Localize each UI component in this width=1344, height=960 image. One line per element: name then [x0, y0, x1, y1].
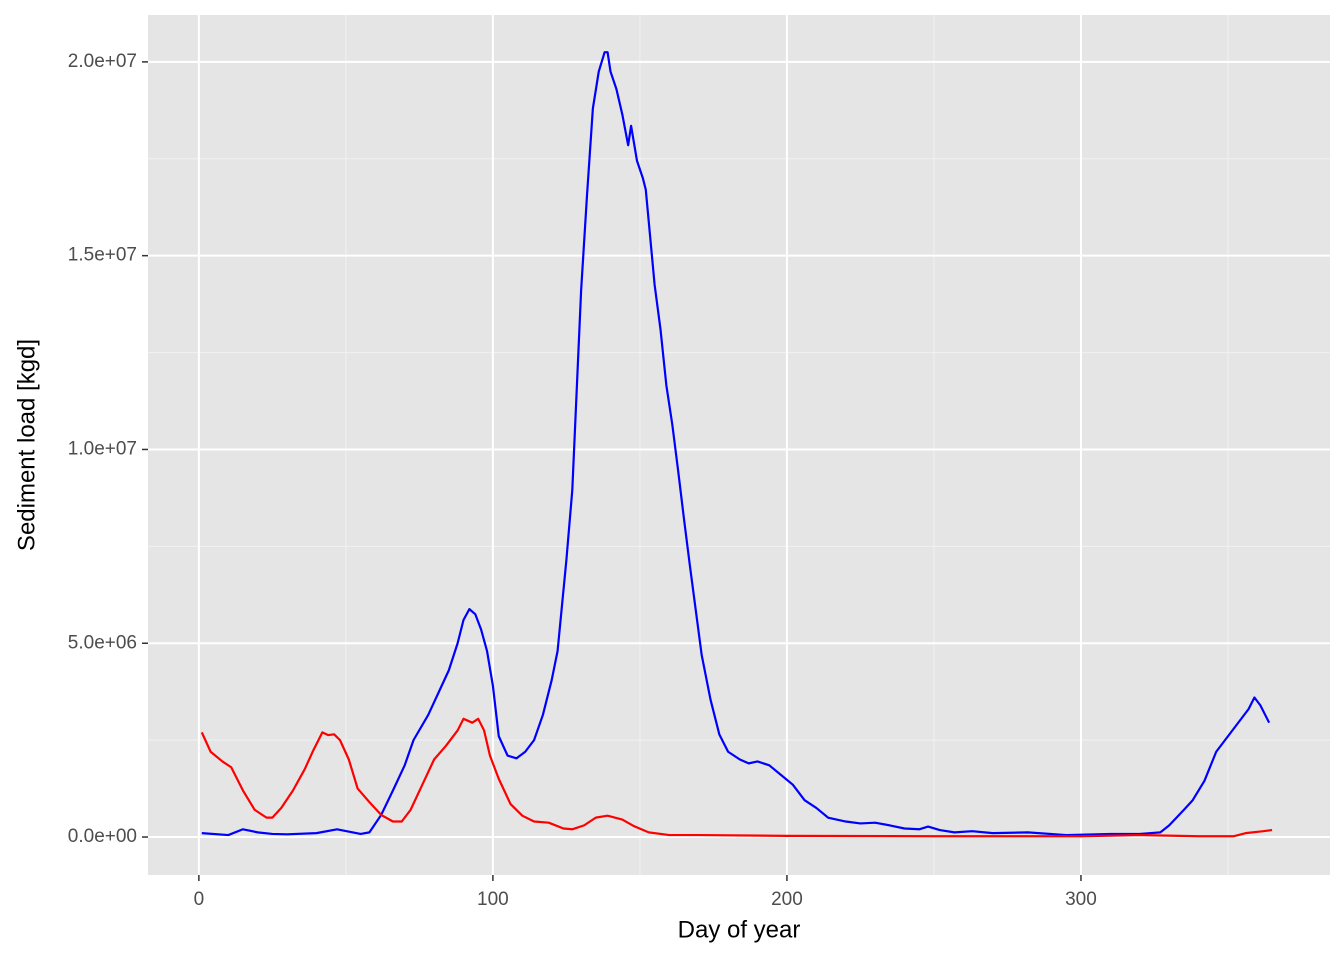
y-tick-label: 1.0e+07 — [68, 438, 137, 459]
y-tick-label: 1.5e+07 — [68, 245, 137, 266]
plot-background — [148, 15, 1330, 875]
data-line — [201, 51, 1271, 837]
x-tick-label: 0 — [194, 889, 205, 910]
y-tick-label: 2.0e+07 — [68, 51, 137, 72]
data-line — [200, 717, 1273, 838]
y-tick-label: 5.0e+06 — [68, 632, 137, 653]
x-tick-label: 200 — [771, 889, 803, 910]
x-axis-title: Day of year — [678, 916, 801, 943]
x-tick-label: 100 — [477, 889, 509, 910]
y-axis-title: Sediment load [kgd] — [13, 339, 40, 551]
x-tick-label: 300 — [1065, 889, 1097, 910]
y-tick-label: 0.0e+00 — [68, 826, 137, 847]
